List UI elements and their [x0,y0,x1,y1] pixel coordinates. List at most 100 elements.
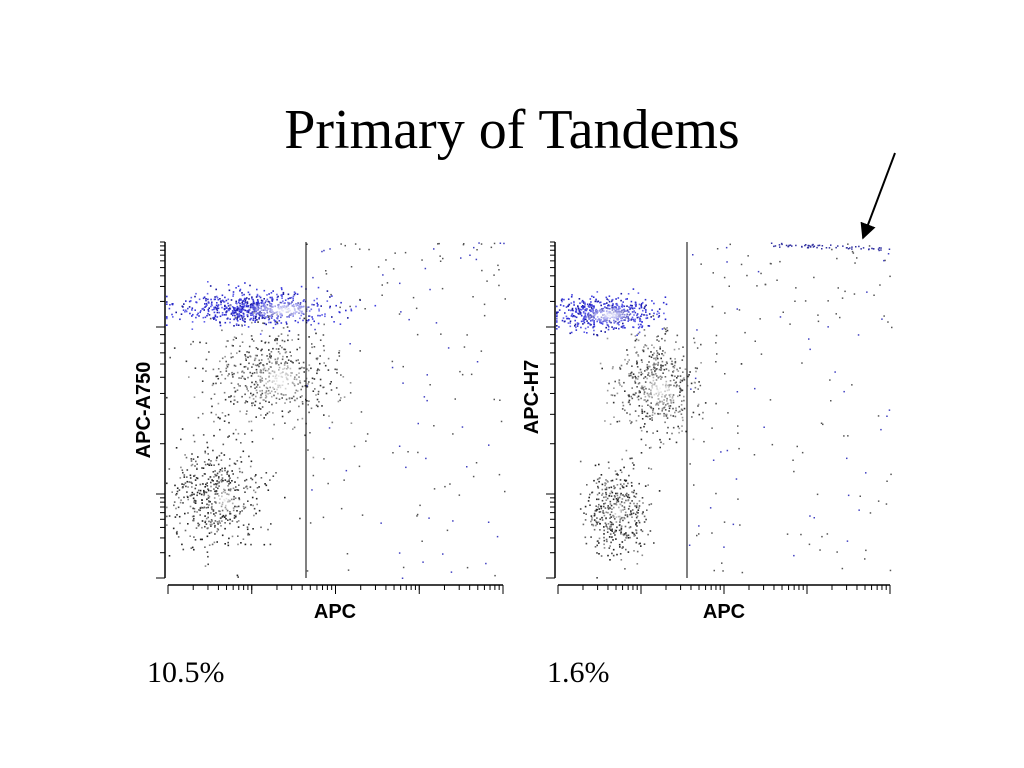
dot [649,530,652,532]
dot [206,551,209,553]
dot [575,311,577,313]
dot [855,246,857,248]
dot [593,329,595,332]
dot [569,332,571,335]
dot [462,243,465,246]
dot [638,371,640,374]
dot [299,396,302,398]
dot [318,369,321,371]
dot [301,417,304,420]
dot [245,486,247,488]
dot [771,443,774,446]
dot [206,441,208,444]
dot [235,300,237,303]
dot [204,491,206,493]
dot [195,316,197,319]
dot [201,506,203,509]
dot [638,391,641,394]
dot [293,426,296,429]
dot [319,314,321,317]
dot [191,491,194,494]
dot [627,496,629,498]
dot [834,371,836,373]
dot [650,407,653,409]
dot [225,367,228,370]
dot [225,299,228,302]
dot [666,329,669,332]
dot [219,513,222,515]
dot [210,519,213,521]
dot [629,306,631,309]
dot [602,510,604,512]
dot [577,307,580,310]
dot [859,495,861,497]
dot [643,425,645,428]
dot [245,400,247,402]
dot [204,316,207,319]
dot [244,354,246,356]
dot [234,489,236,491]
dot [723,521,726,523]
dot [631,306,633,309]
dot [324,313,326,315]
dot [628,373,630,375]
dot [841,567,844,570]
dot [817,314,819,316]
dot [602,505,605,508]
dot [233,318,235,321]
dot [221,306,223,309]
dot [632,532,634,534]
dot [323,458,325,460]
dot [597,506,599,508]
dot [166,515,168,518]
dot [738,447,740,450]
dot [716,353,718,355]
dot [676,368,678,371]
dot [206,292,209,295]
dot [877,248,880,250]
dot [191,453,193,455]
dot [656,430,659,432]
dot [442,553,444,555]
dot [615,473,618,476]
dot [593,325,596,328]
dot [672,365,675,368]
dot [609,545,611,547]
dot [234,481,236,483]
dot [220,517,222,519]
dot [641,412,644,414]
dot [631,485,633,487]
dot [180,499,182,501]
dot [636,502,638,505]
dot [713,569,715,572]
dot [626,363,628,365]
dot [224,398,227,401]
dot [203,506,206,509]
dot [593,305,595,307]
dot [276,298,278,301]
dot [595,482,598,484]
dot [218,454,221,457]
dot [650,356,653,358]
dot [380,522,382,524]
dot [498,284,500,287]
dot [595,524,597,527]
dot [698,413,701,416]
dot [610,523,612,526]
dot [285,323,288,325]
dot [214,515,216,517]
dot [243,487,245,489]
dot [565,315,568,318]
dot [216,309,219,311]
dot [210,298,212,301]
dot [621,458,623,461]
dot [171,491,173,493]
dot [696,347,699,349]
dot [628,394,630,396]
dot [598,508,600,510]
dot [690,382,693,385]
dot [267,318,270,321]
dot [224,355,226,358]
dot [241,395,243,398]
dot [238,314,241,316]
